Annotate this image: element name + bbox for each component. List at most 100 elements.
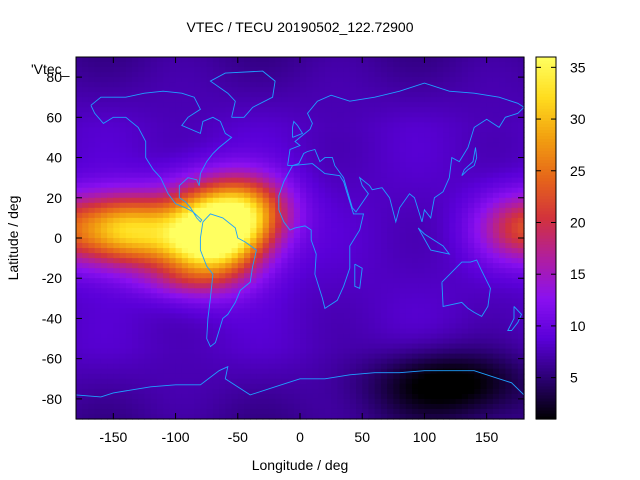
heatmap-cell bbox=[343, 227, 351, 234]
heatmap-cell bbox=[194, 112, 202, 118]
heatmap-cell bbox=[138, 77, 146, 83]
heatmap-cell bbox=[150, 393, 158, 400]
heatmap-cell bbox=[517, 243, 525, 249]
heatmap-cell bbox=[293, 348, 301, 355]
heatmap-cell bbox=[486, 147, 494, 154]
heatmap-cell bbox=[424, 217, 432, 224]
heatmap-cell bbox=[380, 323, 388, 330]
heatmap-cell bbox=[281, 132, 289, 139]
heatmap-cell bbox=[82, 92, 90, 98]
heatmap-cell bbox=[368, 162, 376, 169]
heatmap-cell bbox=[393, 393, 401, 400]
heatmap-cell bbox=[424, 323, 432, 330]
heatmap-cell bbox=[132, 97, 139, 103]
heatmap-cell bbox=[237, 222, 245, 229]
heatmap-cell bbox=[380, 303, 388, 309]
heatmap-cell bbox=[368, 398, 376, 405]
heatmap-cell bbox=[88, 222, 96, 229]
heatmap-cell bbox=[505, 298, 513, 304]
heatmap-cell bbox=[293, 182, 301, 189]
heatmap-cell bbox=[219, 187, 226, 194]
heatmap-cell bbox=[113, 162, 121, 169]
heatmap-cell bbox=[362, 72, 370, 78]
heatmap-cell bbox=[424, 378, 432, 385]
heatmap-cell bbox=[181, 263, 189, 269]
heatmap-cell bbox=[212, 172, 220, 179]
heatmap-cell bbox=[306, 368, 314, 375]
heatmap-cell bbox=[430, 97, 438, 103]
heatmap-cell bbox=[418, 182, 426, 189]
heatmap-cell bbox=[125, 77, 133, 83]
heatmap-cell bbox=[517, 398, 525, 405]
heatmap-cell bbox=[132, 323, 139, 330]
heatmap-cell bbox=[312, 248, 320, 254]
heatmap-cell bbox=[163, 72, 170, 78]
heatmap-cell bbox=[362, 152, 370, 159]
heatmap-cell bbox=[468, 162, 475, 169]
heatmap-cell bbox=[318, 263, 326, 269]
heatmap-cell bbox=[225, 87, 233, 93]
heatmap-cell bbox=[424, 313, 432, 320]
heatmap-cell bbox=[219, 263, 226, 269]
heatmap-cell bbox=[219, 197, 226, 204]
heatmap-cell bbox=[480, 97, 488, 103]
heatmap-cell bbox=[256, 207, 264, 214]
heatmap-cell bbox=[169, 263, 177, 269]
heatmap-cell bbox=[113, 238, 121, 244]
heatmap-cell bbox=[380, 172, 388, 179]
heatmap-cell bbox=[468, 192, 475, 199]
heatmap-cell bbox=[88, 197, 96, 204]
heatmap-cell bbox=[505, 67, 513, 73]
heatmap-cell bbox=[331, 348, 338, 355]
heatmap-cell bbox=[511, 172, 519, 179]
heatmap-cell bbox=[219, 248, 226, 254]
heatmap-cell bbox=[300, 117, 307, 123]
heatmap-cell bbox=[88, 97, 96, 103]
heatmap-cell bbox=[293, 57, 301, 63]
heatmap-cell bbox=[424, 303, 432, 309]
heatmap-cell bbox=[511, 343, 519, 350]
heatmap-cell bbox=[287, 303, 295, 309]
heatmap-cell bbox=[138, 92, 146, 98]
heatmap-cell bbox=[443, 243, 450, 249]
heatmap-cell bbox=[268, 177, 276, 184]
heatmap-cell bbox=[517, 197, 525, 204]
heatmap-cell bbox=[231, 192, 239, 199]
heatmap-cell bbox=[356, 373, 363, 380]
heatmap-cell bbox=[100, 303, 108, 309]
heatmap-cell bbox=[156, 167, 164, 174]
heatmap-cell bbox=[393, 323, 401, 330]
heatmap-cell bbox=[244, 338, 251, 345]
heatmap-cell bbox=[250, 238, 258, 244]
heatmap-cell bbox=[387, 142, 394, 149]
heatmap-cell bbox=[212, 313, 220, 320]
heatmap-cell bbox=[181, 162, 189, 169]
heatmap-cell bbox=[436, 152, 444, 159]
heatmap-cell bbox=[219, 303, 226, 309]
heatmap-cell bbox=[393, 243, 401, 249]
heatmap-cell bbox=[362, 358, 370, 365]
heatmap-cell bbox=[219, 363, 226, 370]
heatmap-cell bbox=[212, 77, 220, 83]
heatmap-cell bbox=[88, 92, 96, 98]
heatmap-cell bbox=[200, 348, 208, 355]
heatmap-cell bbox=[268, 92, 276, 98]
heatmap-cell bbox=[181, 102, 189, 108]
heatmap-cell bbox=[430, 253, 438, 259]
heatmap-cell bbox=[349, 258, 357, 264]
heatmap-cell bbox=[107, 273, 114, 279]
heatmap-cell bbox=[144, 338, 152, 345]
heatmap-cell bbox=[231, 248, 239, 254]
heatmap-cell bbox=[181, 212, 189, 219]
heatmap-cell bbox=[517, 142, 525, 149]
heatmap-cell bbox=[194, 232, 202, 239]
heatmap-cell bbox=[107, 147, 114, 154]
heatmap-cell bbox=[163, 132, 170, 139]
heatmap-cell bbox=[200, 363, 208, 370]
heatmap-cell bbox=[250, 107, 258, 113]
heatmap-cell bbox=[362, 268, 370, 274]
heatmap-cell bbox=[275, 82, 282, 88]
heatmap-cell bbox=[492, 378, 500, 385]
heatmap-cell bbox=[132, 283, 139, 289]
heatmap-cell bbox=[393, 207, 401, 214]
